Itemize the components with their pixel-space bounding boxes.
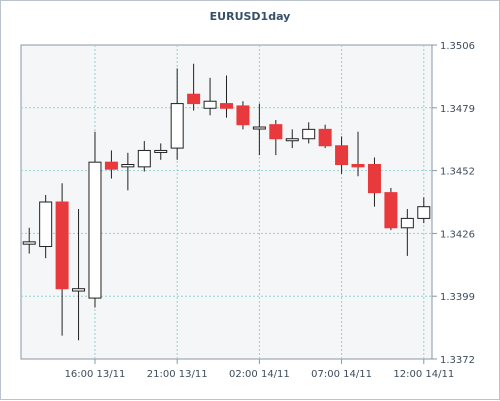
candle xyxy=(318,124,332,149)
candle xyxy=(55,183,69,336)
candle-body-down xyxy=(55,201,69,290)
candle-body-down xyxy=(269,124,283,140)
candle xyxy=(187,63,201,111)
candle-body-down xyxy=(236,105,250,126)
candle xyxy=(335,136,349,174)
candle xyxy=(351,131,365,177)
candle xyxy=(417,197,431,224)
candle xyxy=(384,187,398,231)
candle xyxy=(252,103,266,156)
y-tick-label: 1.3372 xyxy=(440,355,475,366)
candle xyxy=(400,209,414,256)
candle-body-down xyxy=(335,145,349,166)
candle-layer xyxy=(22,63,431,341)
candle-body-down xyxy=(318,128,332,147)
candle xyxy=(121,152,135,191)
candle xyxy=(104,150,118,179)
x-tick-label: 02:00 14/11 xyxy=(229,369,290,380)
candle-body-up xyxy=(285,138,299,142)
candle-body-down xyxy=(351,164,365,168)
candle-body-up xyxy=(88,161,102,299)
candle-body-up xyxy=(137,149,151,168)
candle-body-down xyxy=(187,93,201,105)
candle-body-up xyxy=(417,206,431,219)
candle-body-up xyxy=(203,100,217,109)
candle-body-up xyxy=(302,128,316,140)
candle xyxy=(302,122,316,144)
candle-body-up xyxy=(252,126,266,130)
x-tick-label: 21:00 13/11 xyxy=(147,369,208,380)
candle xyxy=(88,131,102,308)
x-tick-label: 12:00 14/11 xyxy=(393,369,454,380)
candle xyxy=(137,141,151,172)
candle xyxy=(236,101,250,130)
candle-body-up xyxy=(121,164,135,168)
candle xyxy=(269,119,283,156)
candle xyxy=(72,209,86,341)
candle-body-down xyxy=(367,164,381,194)
candle-body-down xyxy=(220,103,233,109)
y-tick-label: 1.3452 xyxy=(440,167,475,178)
candle xyxy=(154,143,168,160)
candle-body-up xyxy=(72,288,86,292)
candle-body-down xyxy=(104,161,118,170)
candle-body-up xyxy=(22,241,36,245)
candle xyxy=(285,129,299,149)
y-tick-label: 1.3479 xyxy=(440,104,475,115)
x-tick-label: 16:00 13/11 xyxy=(65,369,126,380)
candle xyxy=(203,77,217,116)
candle-body-up xyxy=(154,149,168,153)
x-tick-label: 07:00 14/11 xyxy=(311,369,372,380)
axis-layer: 1.3506 1.3479 1.3452 1.3426 1.3399 1.3372 16:0… xyxy=(65,41,475,380)
y-tick-label: 1.3426 xyxy=(440,229,475,240)
candle-body-up xyxy=(170,103,184,149)
candle xyxy=(220,75,233,118)
chart-title: EURUSD1day xyxy=(209,10,291,23)
y-tick-label: 1.3506 xyxy=(440,41,475,52)
candle xyxy=(170,68,184,160)
candle-body-down xyxy=(384,192,398,229)
candle xyxy=(367,157,381,207)
candle-body-up xyxy=(400,217,414,229)
candle xyxy=(39,194,53,259)
y-tick-label: 1.3399 xyxy=(440,292,475,303)
candle-body-up xyxy=(39,201,53,248)
candle xyxy=(22,227,36,254)
